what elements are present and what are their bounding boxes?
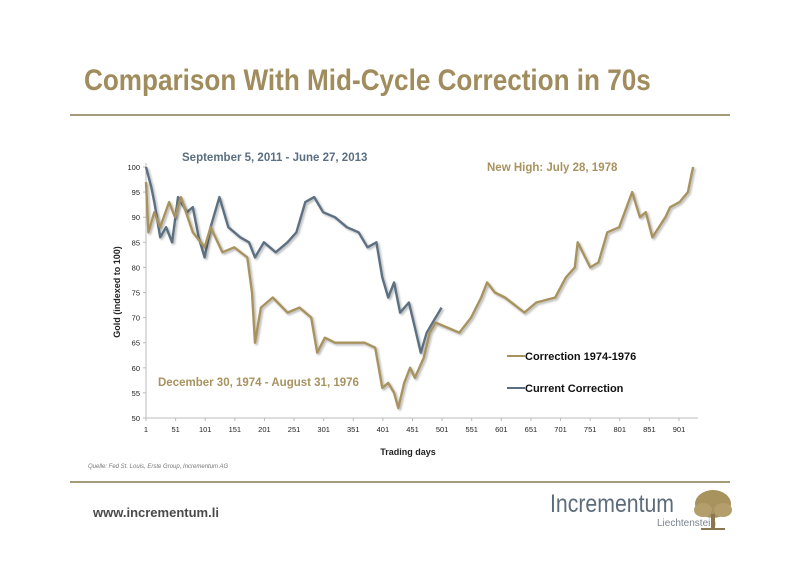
x-tick-label: 801 <box>614 425 627 434</box>
legend-label-gold: Correction 1974-1976 <box>525 351 636 363</box>
x-tick-label: 551 <box>465 425 478 434</box>
y-tick-label: 50 <box>132 414 140 423</box>
x-tick-label: 501 <box>436 425 449 434</box>
logo-subtitle: Liechtenstein <box>657 518 716 529</box>
page-title: Comparison With Mid-Cycle Correction in … <box>84 64 651 97</box>
x-tick-label: 201 <box>258 425 271 434</box>
y-tick-label: 90 <box>132 213 140 222</box>
y-tick-label: 95 <box>132 188 140 197</box>
x-tick-label: 651 <box>525 425 538 434</box>
series-line-correction-1974-1976 <box>144 166 695 410</box>
x-tick-label: 601 <box>495 425 508 434</box>
x-tick-label: 301 <box>317 425 330 434</box>
website-link[interactable]: www.incrementum.li <box>93 505 219 520</box>
logo-text: Incrementum <box>550 490 675 518</box>
y-tick-label: 100 <box>127 163 140 172</box>
y-tick-label: 65 <box>132 339 140 348</box>
x-tick-label: 751 <box>584 425 597 434</box>
x-tick-label: 51 <box>171 425 179 434</box>
source-note: Quelle: Fed St. Louis, Erste Group, Incr… <box>88 464 229 470</box>
y-tick-label: 55 <box>132 389 140 398</box>
legend: Correction 1974-1976 Current Correction <box>507 351 636 395</box>
tree-icon <box>694 490 732 530</box>
y-tick-label: 80 <box>132 263 140 272</box>
x-tick-label: 851 <box>643 425 656 434</box>
x-tick-label: 701 <box>554 425 567 434</box>
x-tick-label: 401 <box>377 425 390 434</box>
x-tick-label: 901 <box>673 425 686 434</box>
x-tick-label: 151 <box>229 425 242 434</box>
x-tick-label: 351 <box>347 425 360 434</box>
x-tick-label: 1 <box>144 425 148 434</box>
incrementum-logo: Incrementum Liechtenstein <box>550 490 732 540</box>
x-axis-label: Trading days <box>380 447 436 457</box>
series-line-current-correction <box>144 166 443 354</box>
x-tick-label: 451 <box>406 425 419 434</box>
annotation-current-period: September 5, 2011 - June 27, 2013 <box>182 152 367 164</box>
annotation-1970s-period: December 30, 1974 - August 31, 1976 <box>158 377 359 389</box>
x-tick-label: 251 <box>288 425 301 434</box>
y-tick-label: 75 <box>132 289 140 298</box>
title-divider <box>70 114 730 116</box>
annotation-new-high: New High: July 28, 1978 <box>487 162 618 174</box>
y-axis-label: Gold (indexed to 100) <box>112 246 122 338</box>
y-tick-label: 85 <box>132 238 140 247</box>
y-tick-label: 60 <box>132 364 140 373</box>
x-tick-label: 101 <box>199 425 212 434</box>
y-tick-label: 70 <box>132 314 140 323</box>
legend-label-blue: Current Correction <box>525 383 624 395</box>
footer-divider <box>70 481 730 483</box>
